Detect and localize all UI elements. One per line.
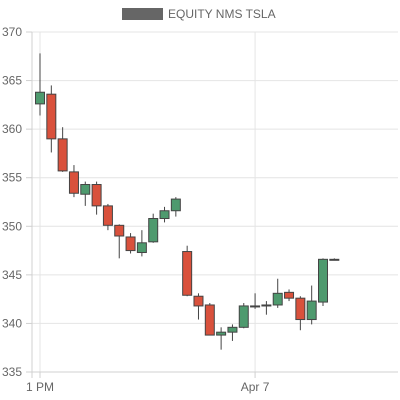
candle-body-up (159, 210, 170, 220)
candle-body-down (114, 224, 125, 237)
legend-swatch (122, 8, 163, 20)
candle[interactable] (182, 245, 193, 297)
candle-body-down (57, 138, 68, 172)
candle-body-up (329, 258, 340, 261)
candle[interactable] (272, 278, 283, 308)
candle-body-down (204, 304, 215, 336)
candle-body-down (68, 171, 79, 194)
candle-body-down (193, 295, 204, 307)
candle[interactable] (284, 289, 295, 302)
candle[interactable] (46, 85, 57, 153)
candle-body-down (125, 236, 136, 252)
candle[interactable] (148, 213, 159, 243)
candle-body-down (295, 297, 306, 321)
candle-body-up (318, 258, 328, 303)
candle-body-up (261, 304, 272, 307)
candle-body-up (136, 242, 147, 254)
y-tick-label: 350 (2, 219, 22, 233)
candle[interactable] (193, 293, 204, 320)
candle-body-up (35, 91, 45, 105)
candle-body-down (284, 291, 295, 299)
candle-body-down (250, 305, 261, 308)
candle[interactable] (68, 165, 79, 198)
candle-body-up (227, 326, 238, 333)
candle[interactable] (261, 301, 272, 315)
candle[interactable] (125, 233, 136, 254)
candle[interactable] (80, 181, 91, 206)
candle-body-up (306, 300, 317, 321)
candle[interactable] (227, 324, 238, 341)
x-axis: 1 PM Apr 7 (26, 371, 398, 394)
candle[interactable] (295, 296, 306, 331)
candle-body-down (102, 205, 113, 226)
candle[interactable] (329, 258, 340, 261)
candle[interactable] (91, 181, 102, 215)
y-tick-label: 340 (2, 316, 22, 330)
y-tick-label: 370 (2, 25, 22, 39)
candle[interactable] (35, 53, 45, 116)
x-tick-label: 1 PM (26, 380, 54, 394)
y-tick-label: 335 (2, 365, 22, 379)
candle-body-up (238, 305, 249, 328)
candle[interactable] (170, 197, 181, 217)
x-tick-label: Apr 7 (241, 380, 270, 394)
candle-body-down (46, 93, 57, 140)
y-tick-label: 345 (2, 268, 22, 282)
legend-label: EQUITY NMS TSLA (168, 7, 276, 21)
candle-body-down (91, 184, 102, 207)
candle[interactable] (136, 230, 147, 257)
y-tick-label: 355 (2, 171, 22, 185)
y-tick-label: 365 (2, 74, 22, 88)
y-axis: 335 340 345 350 355 360 365 370 (2, 25, 33, 379)
candle[interactable] (250, 293, 261, 309)
candle-body-up (148, 218, 159, 243)
candle-body-up (80, 184, 91, 195)
grid-layer (32, 31, 398, 373)
candle[interactable] (159, 206, 170, 223)
candle[interactable] (204, 303, 215, 336)
legend[interactable]: EQUITY NMS TSLA (122, 7, 276, 21)
candle[interactable] (114, 224, 125, 259)
candle[interactable] (306, 285, 317, 325)
candle[interactable] (102, 203, 113, 231)
candle[interactable] (238, 303, 249, 329)
candle[interactable] (318, 258, 328, 306)
candle-body-up (216, 331, 227, 336)
candle[interactable] (57, 127, 68, 172)
y-tick-label: 360 (2, 122, 22, 136)
candles (35, 53, 340, 350)
candle[interactable] (216, 327, 227, 350)
candle-body-up (170, 198, 181, 212)
candle-body-up (272, 292, 283, 306)
candle-body-down (182, 251, 193, 296)
